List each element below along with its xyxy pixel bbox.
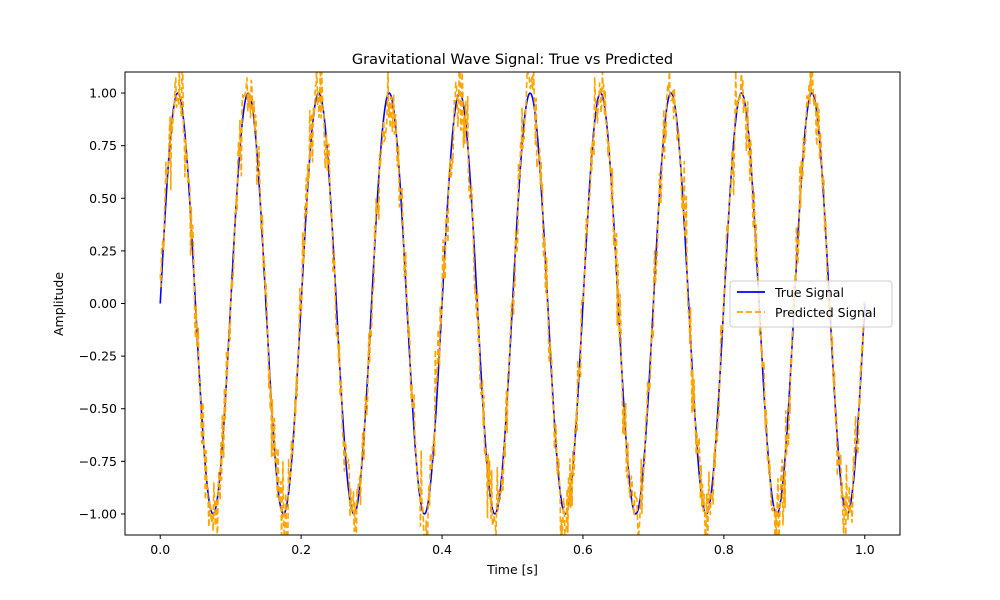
- x-axis: 0.0 0.2 0.4 0.6 0.8 1.0: [150, 535, 875, 557]
- y-tick-label: −0.50: [79, 401, 117, 416]
- x-tick-label: 0.2: [291, 542, 311, 557]
- legend-label-true-signal: True Signal: [774, 285, 844, 300]
- y-tick-label: −1.00: [79, 506, 117, 521]
- y-tick-label: 0.25: [89, 243, 117, 258]
- chart-title: Gravitational Wave Signal: True vs Predi…: [352, 52, 673, 68]
- legend: True Signal Predicted Signal: [729, 280, 893, 328]
- y-tick-label: −0.75: [79, 454, 117, 469]
- legend-frame: [729, 280, 893, 328]
- x-tick-label: 0.4: [432, 542, 452, 557]
- y-tick-label: 0.00: [89, 296, 117, 311]
- y-tick-label: 0.75: [89, 138, 117, 153]
- x-tick-label: 1.0: [855, 542, 875, 557]
- x-tick-label: 0.8: [714, 542, 734, 557]
- x-axis-label: Time [s]: [486, 562, 538, 577]
- series-line-predicted-signal: [159, 72, 866, 535]
- y-tick-label: −0.25: [79, 349, 117, 364]
- y-tick-label: 0.50: [89, 191, 117, 206]
- x-tick-label: 0.0: [150, 542, 170, 557]
- series-layer: [159, 72, 866, 535]
- y-axis-label: Amplitude: [51, 272, 66, 336]
- y-axis: −1.00 −0.75 −0.50 −0.25 0.00 0.25 0.50 0.75 1.00: [79, 86, 125, 521]
- y-tick-label: 1.00: [89, 86, 117, 101]
- x-tick-label: 0.6: [573, 542, 593, 557]
- legend-label-predicted-signal: Predicted Signal: [775, 305, 876, 320]
